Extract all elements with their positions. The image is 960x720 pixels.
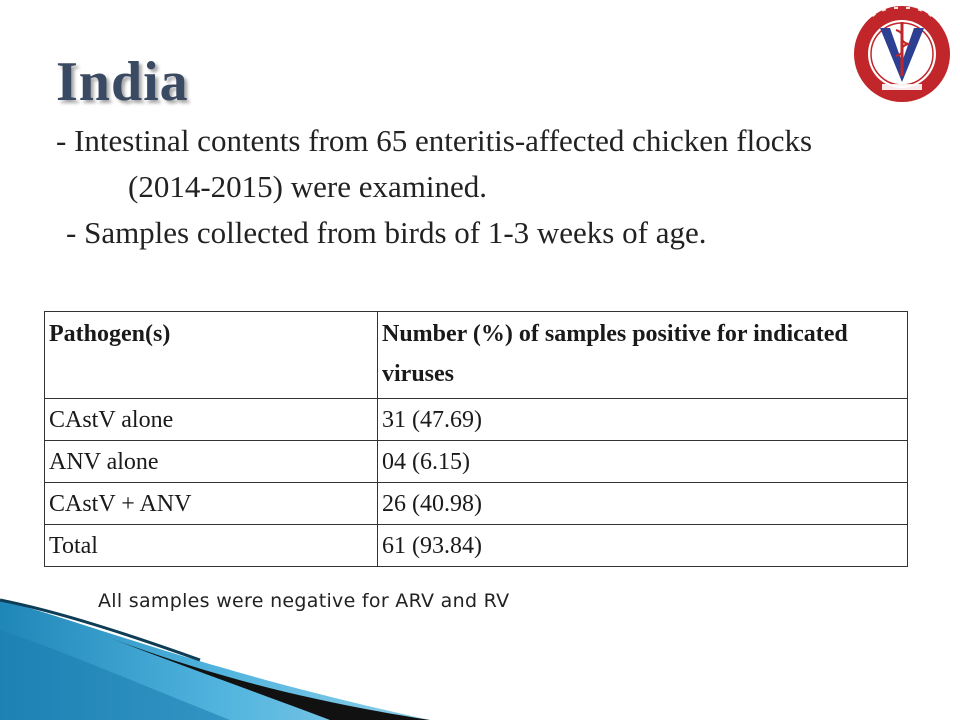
bullet-item-2: - Samples collected from birds of 1-3 we… [66, 215, 707, 250]
cell-count: 61 (93.84) [377, 524, 908, 567]
cell-pathogen: Total [44, 524, 378, 567]
cell-pathogen: ANV alone [44, 440, 378, 483]
corner-wave-decoration [0, 598, 430, 720]
table-row: CAstV + ANV 26 (40.98) [44, 482, 908, 525]
cell-pathogen: CAstV alone [44, 398, 378, 441]
header-pathogen: Pathogen(s) [44, 311, 378, 399]
bullet-list: - Intestinal contents from 65 enteritis-… [56, 118, 896, 256]
cell-pathogen: CAstV + ANV [44, 482, 378, 525]
cell-count: 04 (6.15) [377, 440, 908, 483]
cell-count: 31 (47.69) [377, 398, 908, 441]
table-row: Total 61 (93.84) [44, 524, 908, 567]
bullet-item-1: - Intestinal contents from 65 enteritis-… [56, 123, 813, 204]
footnote: All samples were negative for ARV and RV [98, 590, 510, 612]
table-row: ANV alone 04 (6.15) [44, 440, 908, 483]
table-row: CAstV alone 31 (47.69) [44, 398, 908, 441]
header-number-positive: Number (%) of samples positive for indic… [377, 311, 908, 399]
university-seal-icon [854, 6, 950, 102]
pathogen-table: Pathogen(s) Number (%) of samples positi… [44, 311, 908, 567]
slide-title: India [56, 51, 189, 113]
table-header-row: Pathogen(s) Number (%) of samples positi… [44, 311, 908, 399]
cell-count: 26 (40.98) [377, 482, 908, 525]
